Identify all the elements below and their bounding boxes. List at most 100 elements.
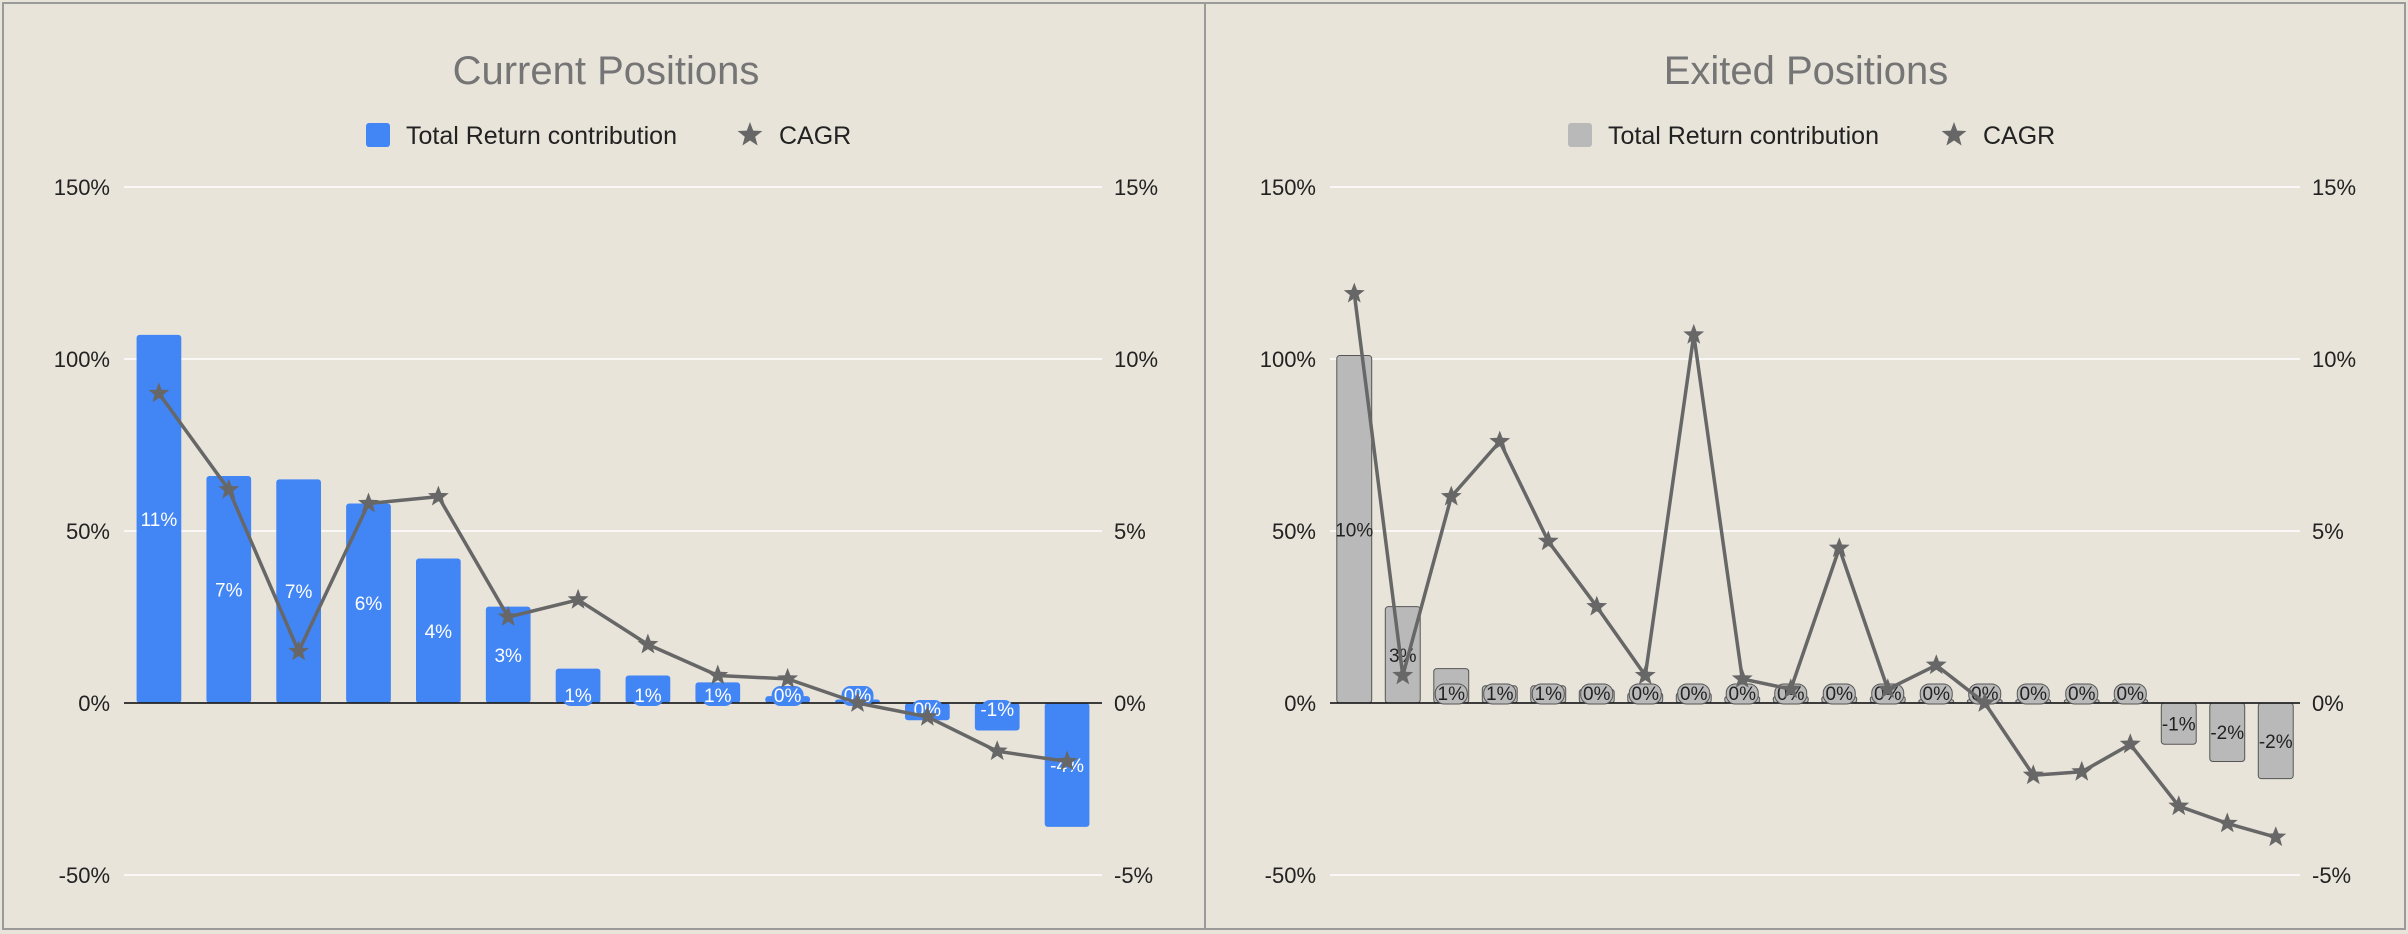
- y-left-tick: 100%: [54, 347, 110, 372]
- cagr-star-marker: [916, 705, 938, 726]
- cagr-star-marker: [1828, 537, 1850, 558]
- y-left-tick: 100%: [1260, 347, 1316, 372]
- data-label-badge: [1822, 683, 1856, 705]
- cagr-star-marker: [1586, 595, 1608, 616]
- chart-title: Exited Positions: [1664, 49, 1949, 93]
- bar: [485, 606, 531, 703]
- cagr-star-marker: [427, 485, 449, 506]
- data-label-badge: [1628, 683, 1662, 705]
- bar-data-label: 0%: [2020, 684, 2048, 705]
- cagr-star-marker: [1392, 664, 1414, 685]
- y-left-tick: 150%: [1260, 175, 1316, 200]
- data-label-badge: [981, 700, 1014, 720]
- legend-label-cagr: CAGR: [1983, 122, 2055, 150]
- cagr-star-marker: [2119, 733, 2141, 754]
- bar-data-label: 0%: [1583, 684, 1611, 705]
- y-right-tick: 0%: [2312, 691, 2344, 716]
- bar-data-label: -2%: [2259, 732, 2293, 753]
- bar-data-label: 3%: [494, 646, 522, 667]
- data-label-badge: [771, 686, 804, 706]
- cagr-star-marker: [2168, 795, 2190, 816]
- cagr-star-marker: [1780, 678, 1802, 699]
- current-positions-chart: Current Positions Total Return contributi…: [54, 49, 1158, 888]
- y-right-tick: -5%: [2312, 863, 2351, 888]
- cagr-star-marker: [1877, 678, 1899, 699]
- cagr-star-marker: [1440, 485, 1462, 506]
- data-label-badge: [1483, 683, 1517, 705]
- bar-data-label: -1%: [2162, 715, 2196, 736]
- legend-label-bars: Total Return contribution: [406, 122, 677, 150]
- cagr-star-marker: [1925, 654, 1947, 675]
- bar-data-label: 11%: [141, 510, 178, 531]
- cagr-star-marker: [2265, 826, 2287, 847]
- data-label-badge: [2065, 683, 2099, 705]
- cagr-star-marker: [986, 740, 1008, 761]
- bar-data-label: 0%: [1826, 684, 1854, 705]
- bar-data-label: 1%: [704, 686, 732, 707]
- cagr-star-marker: [1537, 530, 1559, 551]
- cagr-star-marker: [1343, 282, 1365, 303]
- cagr-star-marker: [1634, 664, 1656, 685]
- cagr-star-marker: [497, 606, 519, 626]
- bar: [346, 503, 391, 703]
- data-label-badge: [631, 686, 664, 706]
- bar-data-label: 1%: [1535, 684, 1563, 705]
- exited-positions-chart: Exited Positions Total Return contributio…: [1260, 49, 2356, 888]
- y-right-tick: 5%: [1114, 519, 1146, 544]
- bar-data-label: 4%: [425, 622, 453, 643]
- data-label-badge: [1580, 683, 1614, 705]
- y-right-tick: 15%: [1114, 175, 1158, 200]
- data-label-badge: [1531, 683, 1565, 705]
- data-label-badge: [1725, 683, 1759, 705]
- legend-bar-swatch: [1568, 123, 1592, 147]
- cagr-line: [1352, 293, 2277, 839]
- legend-label-cagr: CAGR: [779, 122, 851, 150]
- bar-data-label: 7%: [215, 580, 243, 601]
- cagr-star-marker: [567, 588, 589, 609]
- y-right-tick: 0%: [1114, 691, 1146, 716]
- data-label-badge: [1677, 683, 1711, 705]
- bar-data-label: 7%: [285, 582, 313, 603]
- y-left-tick: -50%: [1265, 863, 1316, 888]
- bar-data-label: 0%: [2117, 684, 2145, 705]
- cagr-star-marker: [358, 492, 379, 513]
- legend-star-icon: [1941, 122, 1967, 146]
- chart-title: Current Positions: [453, 49, 760, 93]
- data-label-badge: [2016, 683, 2050, 705]
- cagr-star-marker: [2022, 764, 2044, 785]
- bar-series: [136, 334, 1090, 827]
- cagr-star-marker: [1683, 323, 1705, 344]
- data-label-badge: [2113, 683, 2147, 705]
- bar-data-label: 1%: [1486, 684, 1514, 705]
- cagr-star-marker: [148, 382, 170, 403]
- bar: [276, 479, 321, 703]
- bar-data-label: 1%: [564, 686, 592, 707]
- y-right-tick: 10%: [2312, 347, 2356, 372]
- data-label-badge: [701, 686, 734, 706]
- legend-star-icon: [737, 122, 763, 146]
- cagr-star-marker: [707, 664, 729, 685]
- legend-label-bars: Total Return contribution: [1608, 122, 1879, 150]
- cagr-star-marker: [288, 640, 310, 661]
- bar-series: [1336, 355, 2294, 780]
- cagr-star-marker: [2216, 812, 2238, 833]
- bar-data-label: 6%: [355, 594, 383, 615]
- bar: [136, 334, 182, 703]
- bar-data-label: 0%: [2068, 684, 2096, 705]
- bar-data-label: 0%: [1874, 684, 1902, 705]
- cagr-star-marker: [777, 667, 799, 688]
- bar-data-label: -1%: [980, 700, 1014, 721]
- bar-data-label: -2%: [2210, 723, 2244, 744]
- y-right-tick: 15%: [2312, 175, 2356, 200]
- y-right-tick: 5%: [2312, 519, 2344, 544]
- data-label-badge: [1434, 683, 1468, 705]
- bar-data-label: 1%: [634, 686, 662, 707]
- cagr-line: [157, 392, 1068, 764]
- cagr-star-marker: [847, 692, 868, 712]
- y-left-tick: 0%: [78, 691, 110, 716]
- y-right-tick: 10%: [1114, 347, 1158, 372]
- bar-data-label: 10%: [1335, 520, 1373, 541]
- exited-positions-panel: Exited Positions Total Return contributio…: [1204, 2, 2406, 930]
- bar-data-label: 0%: [1729, 684, 1757, 705]
